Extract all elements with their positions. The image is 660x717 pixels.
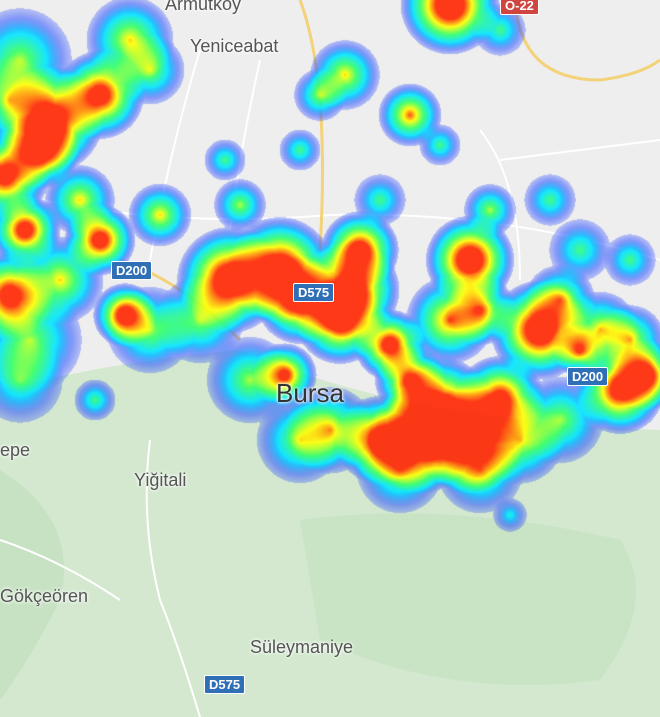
place-label: Armutköy [165, 0, 242, 14]
place-label: epe [0, 440, 31, 460]
city-label: Bursa [276, 378, 344, 408]
place-label: Yiğitali [134, 470, 187, 490]
place-label: Gökçeören [0, 586, 89, 606]
road-shield: O-22 [500, 0, 539, 15]
road-shield: D200 [567, 367, 609, 386]
road-shield: D200 [111, 261, 153, 280]
road-shield: D575 [204, 675, 246, 694]
place-label: Süleymaniye [250, 637, 354, 657]
road-shield: D575 [293, 283, 335, 302]
place-label: Yeniceabat [190, 36, 279, 56]
